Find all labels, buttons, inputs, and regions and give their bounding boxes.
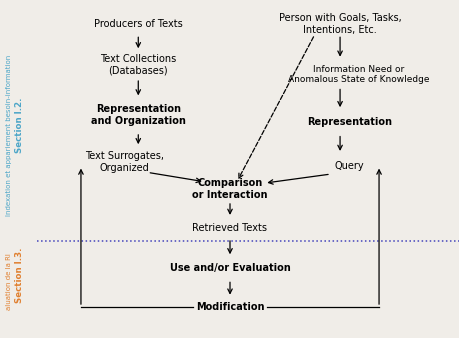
Text: Producers of Texts: Producers of Texts — [94, 19, 182, 29]
Text: Use and/or Evaluation: Use and/or Evaluation — [169, 263, 290, 273]
Text: Comparison
or Interaction: Comparison or Interaction — [192, 178, 267, 200]
Text: Query: Query — [334, 161, 363, 171]
Text: Section I.3.: Section I.3. — [16, 247, 24, 303]
Text: Representation: Representation — [306, 117, 391, 127]
Text: Section I.2.: Section I.2. — [16, 97, 24, 153]
Text: Text Surrogates,
Organized: Text Surrogates, Organized — [85, 151, 164, 173]
Text: aluation de la RI: aluation de la RI — [6, 253, 12, 310]
Text: Indexation et appariement besoin-information: Indexation et appariement besoin-informa… — [6, 55, 12, 216]
Text: Person with Goals, Tasks,
Intentions, Etc.: Person with Goals, Tasks, Intentions, Et… — [278, 14, 401, 35]
Text: Text Collections
(Databases): Text Collections (Databases) — [100, 54, 176, 75]
Text: Representation
and Organization: Representation and Organization — [90, 104, 185, 126]
Text: Modification: Modification — [196, 302, 263, 312]
Text: Retrieved Texts: Retrieved Texts — [192, 223, 267, 233]
Text: Information Need or
Anomalous State of Knowledge: Information Need or Anomalous State of K… — [287, 65, 428, 84]
